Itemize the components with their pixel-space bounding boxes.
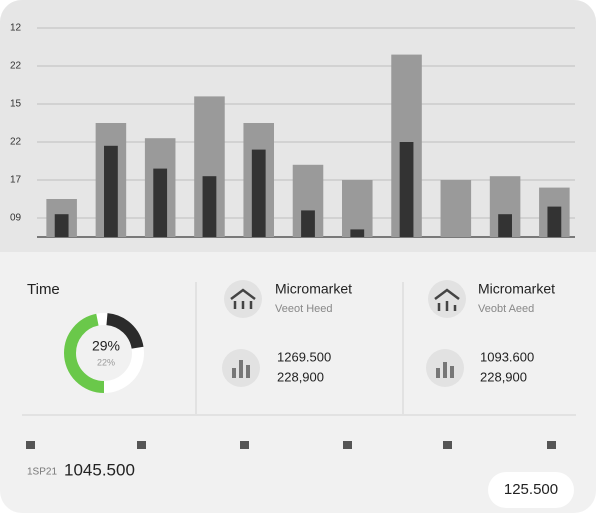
bar	[251, 149, 266, 237]
y-tick-label: 15	[10, 99, 22, 110]
icon	[232, 360, 250, 378]
y-tick-label: 12	[10, 23, 22, 34]
bar	[301, 210, 315, 237]
button[interactable]	[488, 472, 574, 508]
footer-total: 1045.500	[64, 460, 135, 479]
card: Micromarket Veeot Heed 1269.500 228,900	[222, 280, 352, 387]
card-subtitle: Veobt Aeed	[478, 303, 534, 315]
bar	[153, 168, 168, 237]
bar	[399, 142, 414, 237]
bar	[350, 229, 365, 237]
card-value: 1269.500	[277, 349, 331, 364]
button-label[interactable]: 125.500	[504, 481, 558, 498]
card-value: 1093.600	[480, 349, 534, 364]
donut-dark	[64, 313, 144, 393]
card: Micromarket Veobt Aeed 1093.600 228,900	[426, 280, 555, 387]
bar	[54, 214, 69, 237]
footer-icons	[26, 441, 556, 449]
time-title: Time	[27, 281, 60, 298]
icon-bg	[428, 280, 466, 318]
card-title: Micromarket	[478, 281, 555, 297]
bar	[341, 180, 373, 237]
bar	[498, 214, 512, 237]
icon	[230, 288, 256, 309]
y-tick-label: 17	[10, 175, 22, 186]
donut-green	[64, 313, 144, 393]
icon	[434, 288, 460, 311]
icon	[547, 441, 556, 449]
bar	[547, 206, 562, 237]
bar	[202, 176, 217, 237]
footer-label: 1SP21	[27, 467, 57, 478]
icon-bg	[224, 280, 262, 318]
card-value: 228,900	[480, 369, 527, 384]
icon	[137, 441, 146, 449]
card-value: 228,900	[277, 369, 324, 384]
icon	[436, 362, 454, 378]
bar	[104, 145, 118, 237]
donut-label: 29%	[92, 338, 120, 354]
y-tick-label: 22	[10, 137, 22, 148]
icon	[343, 441, 352, 449]
donut-sublabel: 22%	[97, 357, 115, 367]
icon	[240, 441, 249, 449]
y-tick-label: 22	[10, 61, 22, 72]
card-title: Micromarket	[275, 281, 352, 297]
bar	[440, 180, 472, 237]
bar-chart: 09 17 22 15 22 12	[10, 23, 575, 238]
card-subtitle: Veeot Heed	[275, 303, 333, 315]
y-tick-label: 09	[10, 213, 22, 224]
icon	[26, 441, 35, 449]
icon	[443, 441, 452, 449]
